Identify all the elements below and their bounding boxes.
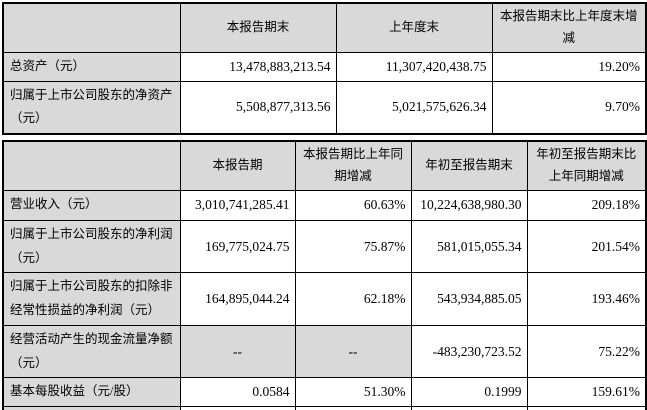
t1-header-change: 本报告期末比上年度末增减 bbox=[491, 2, 647, 53]
value-cell: 19.20% bbox=[491, 51, 647, 82]
t2-header-ytd-change: 年初至报告期末比上年同期增减 bbox=[526, 140, 647, 191]
table-row-net-profit-excl-nonrecurring: 归属于上市公司股东的扣除非经常性损益的净利润（元） 164,895,044.24… bbox=[2, 272, 647, 326]
row-label: 总资产（元） bbox=[2, 51, 181, 82]
value-cell: 0.0584 bbox=[179, 377, 296, 407]
table-row-basic-eps: 基本每股收益（元/股） 0.0584 51.30% 0.1999 159.61% bbox=[2, 377, 647, 407]
t2-header-ytd: 年初至报告期末 bbox=[410, 140, 528, 191]
row-label: 归属于上市公司股东的扣除非经常性损益的净利润（元） bbox=[2, 272, 181, 326]
table-row-operating-revenue: 营业收入（元） 3,010,741,285.41 60.63% 10,224,6… bbox=[2, 189, 647, 221]
reporting-period-header-row: 本报告期 本报告期比上年同期增减 年初至报告期末 年初至报告期末比上年同期增减 bbox=[2, 140, 647, 191]
row-label: 稀释每股收益（元/股） bbox=[2, 406, 181, 410]
t2-header-current-period: 本报告期 bbox=[179, 140, 296, 191]
value-cell: 10,224,638,980.30 bbox=[410, 189, 528, 221]
value-cell: 169,775,024.75 bbox=[179, 219, 296, 274]
reporting-period-table: 本报告期 本报告期比上年同期增减 年初至报告期末 年初至报告期末比上年同期增减 … bbox=[2, 140, 647, 410]
value-cell: 51.30% bbox=[294, 406, 412, 410]
value-cell: 581,015,055.34 bbox=[410, 219, 528, 274]
value-cell: 0.1999 bbox=[410, 406, 528, 410]
period-end-table: 本报告期末 上年度末 本报告期末比上年度末增减 总资产（元） 13,478,88… bbox=[2, 2, 647, 135]
value-cell: 9.70% bbox=[491, 80, 647, 135]
value-cell: 3,010,741,285.41 bbox=[179, 189, 296, 221]
value-cell: 13,478,883,213.54 bbox=[179, 51, 337, 82]
value-cell: 193.46% bbox=[526, 272, 647, 326]
period-end-header-row: 本报告期末 上年度末 本报告期末比上年度末增减 bbox=[2, 2, 647, 53]
value-cell: 209.18% bbox=[526, 189, 647, 221]
table-row-diluted-eps: 稀释每股收益（元/股） 0.0584 51.30% 0.1999 159.61% bbox=[2, 406, 647, 410]
row-label: 基本每股收益（元/股） bbox=[2, 377, 181, 407]
value-cell: 75.87% bbox=[294, 219, 412, 274]
value-cell: 159.61% bbox=[526, 377, 647, 407]
row-label: 归属于上市公司股东的净利润（元） bbox=[2, 219, 181, 274]
row-label: 营业收入（元） bbox=[2, 189, 181, 221]
table-row-net-assets: 归属于上市公司股东的净资产（元） 5,508,877,313.56 5,021,… bbox=[2, 80, 647, 135]
no-data-cell: -- bbox=[294, 324, 412, 379]
value-cell: 159.61% bbox=[526, 406, 647, 410]
value-cell: 62.18% bbox=[294, 272, 412, 326]
value-cell: 5,508,877,313.56 bbox=[179, 80, 337, 135]
table-row-operating-cash-flow: 经营活动产生的现金流量净额（元） -- -- -483,230,723.52 7… bbox=[2, 324, 647, 379]
row-label: 归属于上市公司股东的净资产（元） bbox=[2, 80, 181, 135]
row-label: 经营活动产生的现金流量净额（元） bbox=[2, 324, 181, 379]
t2-corner-cell bbox=[2, 140, 181, 191]
value-cell: 51.30% bbox=[294, 377, 412, 407]
t1-corner-cell bbox=[2, 2, 181, 53]
t2-header-period-change: 本报告期比上年同期增减 bbox=[294, 140, 412, 191]
value-cell: 75.22% bbox=[526, 324, 647, 379]
t1-header-prior-year-end: 上年度末 bbox=[335, 2, 493, 53]
t1-header-current-period-end: 本报告期末 bbox=[179, 2, 337, 53]
value-cell: 60.63% bbox=[294, 189, 412, 221]
value-cell: 164,895,044.24 bbox=[179, 272, 296, 326]
value-cell: 0.1999 bbox=[410, 377, 528, 407]
table-row-net-profit: 归属于上市公司股东的净利润（元） 169,775,024.75 75.87% 5… bbox=[2, 219, 647, 274]
value-cell: 543,934,885.05 bbox=[410, 272, 528, 326]
value-cell: 0.0584 bbox=[179, 406, 296, 410]
no-data-cell: -- bbox=[179, 324, 296, 379]
value-cell: 11,307,420,438.75 bbox=[335, 51, 493, 82]
value-cell: 201.54% bbox=[526, 219, 647, 274]
value-cell: 5,021,575,626.34 bbox=[335, 80, 493, 135]
value-cell: -483,230,723.52 bbox=[410, 324, 528, 379]
table-row-total-assets: 总资产（元） 13,478,883,213.54 11,307,420,438.… bbox=[2, 51, 647, 82]
